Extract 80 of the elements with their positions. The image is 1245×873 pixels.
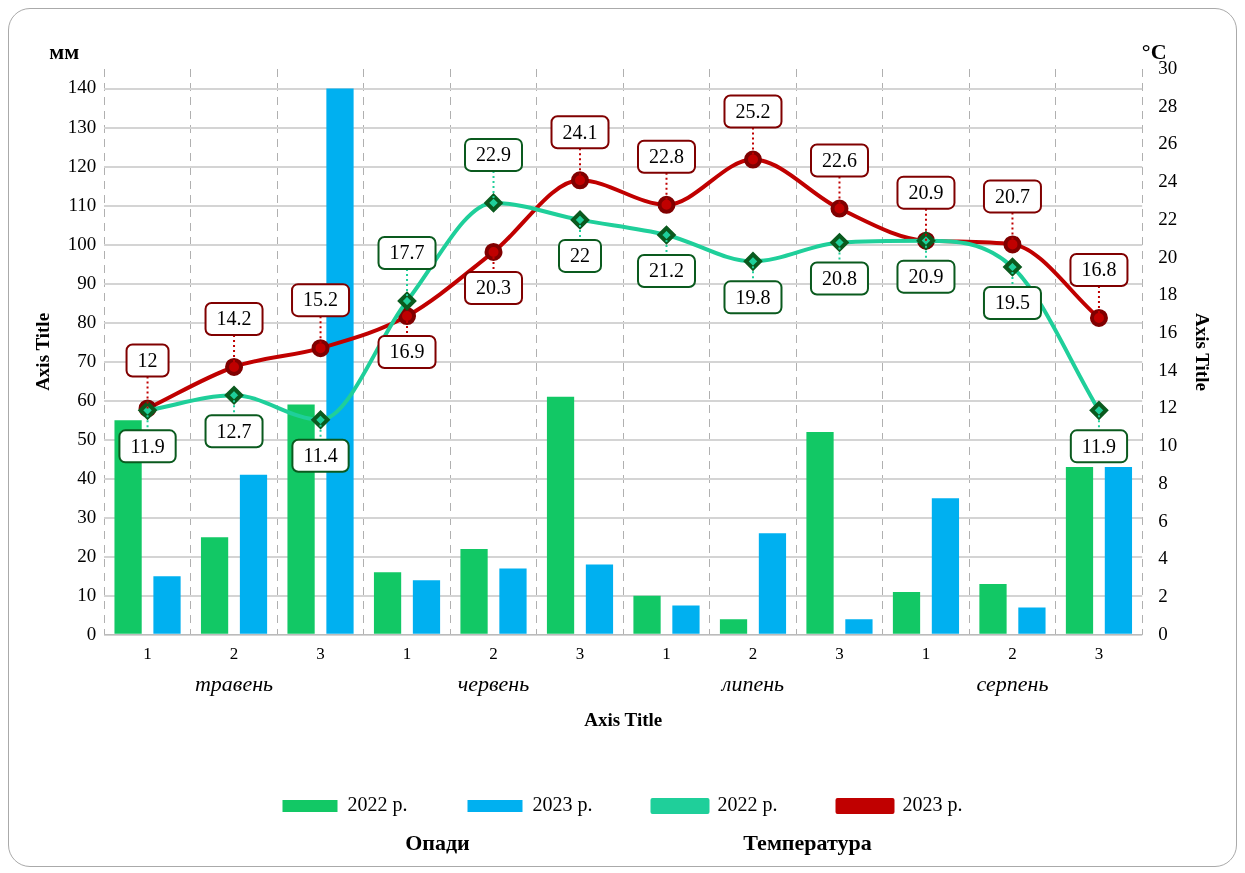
legend-label: 2023 р. [532, 793, 593, 817]
x-tick-label: 1 [143, 644, 152, 664]
data-label: 20.9 [908, 180, 944, 203]
x-tick-label: 3 [316, 644, 325, 664]
data-label: 20.3 [476, 276, 512, 299]
data-label: 21.2 [649, 259, 684, 282]
y-tick-label: 110 [68, 193, 97, 215]
y2-tick-label: 10 [1158, 434, 1178, 456]
y2-tick-label: 4 [1158, 547, 1169, 569]
y2-tick-label: 0 [1158, 622, 1168, 644]
data-label: 22.8 [649, 145, 684, 168]
x-tick-label: 1 [662, 644, 671, 664]
x-tick-label: 2 [489, 644, 498, 664]
y2-tick-label: 18 [1158, 283, 1178, 305]
y2-tick-label: 20 [1158, 245, 1178, 267]
y-tick-label: 20 [77, 544, 97, 566]
text: червень [457, 670, 530, 696]
y2-tick-label: 8 [1158, 471, 1168, 493]
x-tick-label: 1 [402, 644, 412, 664]
y-tick-label: 80 [77, 310, 97, 332]
y-tick-label: 70 [77, 349, 97, 371]
y2-tick-label: 24 [1158, 170, 1178, 192]
data-label: 14.2 [216, 307, 252, 330]
data-label: 20.8 [821, 266, 857, 289]
y2-tick-label: 12 [1158, 396, 1178, 418]
y-tick-label: 0 [86, 622, 97, 644]
x-tick-label: 3 [575, 644, 585, 664]
data-label: 20.7 [994, 184, 1030, 207]
data-label: 19.5 [994, 291, 1030, 314]
y2-tick-label: 14 [1158, 358, 1178, 380]
y2-tick-label: 2 [1158, 585, 1168, 607]
x-tick-label: 2 [748, 644, 758, 664]
data-label: 12 [137, 348, 158, 371]
y-tick-label: 140 [67, 76, 97, 98]
data-label: 15.2 [303, 288, 339, 311]
data-label: 20.9 [908, 264, 944, 287]
text: Опади [405, 829, 471, 855]
y-tick-label: 60 [77, 388, 97, 410]
y-tick-label: 10 [77, 583, 97, 605]
y2-tick-label: 26 [1158, 132, 1178, 154]
y2-tick-label: 22 [1158, 207, 1178, 229]
data-label: 11.9 [1081, 434, 1117, 457]
x-tick-label: 2 [1008, 644, 1017, 664]
y2-axis-title: Axis Title [1191, 312, 1213, 391]
data-label: 11.4 [303, 444, 338, 467]
y-tick-label: 30 [77, 505, 97, 527]
y-tick-label: 100 [67, 232, 97, 254]
x-axis-title: Axis Title [584, 708, 663, 730]
y-axis-title: Axis Title [32, 312, 54, 391]
text: Температура [743, 829, 872, 855]
text: мм [49, 38, 80, 64]
y-tick-label: 90 [77, 271, 97, 293]
data-label: 22 [570, 244, 590, 267]
data-label: 19.8 [735, 285, 771, 308]
y-tick-label: 130 [67, 115, 97, 137]
y-tick-label: 40 [77, 466, 97, 488]
legend-label: 2022 р. [717, 793, 778, 817]
x-tick-label: 3 [1094, 644, 1104, 664]
y2-tick-label: 6 [1158, 509, 1168, 531]
y-tick-label: 50 [77, 427, 97, 449]
x-tick-label: 3 [835, 644, 844, 664]
data-label: 17.7 [389, 241, 425, 264]
legend-label: 2023 р. [902, 793, 963, 817]
data-label: 11.9 [130, 434, 165, 457]
x-tick-label: 1 [921, 644, 931, 664]
text: травень [194, 670, 274, 696]
y2-tick-label: 28 [1158, 94, 1178, 116]
text: липень [719, 670, 785, 696]
x-tick-label: 2 [229, 644, 239, 664]
data-label: 22.6 [821, 148, 857, 171]
data-label: 16.8 [1081, 258, 1117, 281]
y-tick-label: 120 [67, 154, 97, 176]
data-label: 24.1 [562, 120, 598, 143]
y2-tick-label: 16 [1158, 321, 1178, 343]
data-label: 12.7 [216, 419, 252, 442]
legend-label: 2022 р. [347, 793, 408, 817]
data-label: 16.9 [389, 340, 425, 363]
data-label: 22.9 [476, 143, 512, 166]
data-label: 25.2 [735, 99, 771, 122]
text: серпень [976, 670, 1049, 696]
